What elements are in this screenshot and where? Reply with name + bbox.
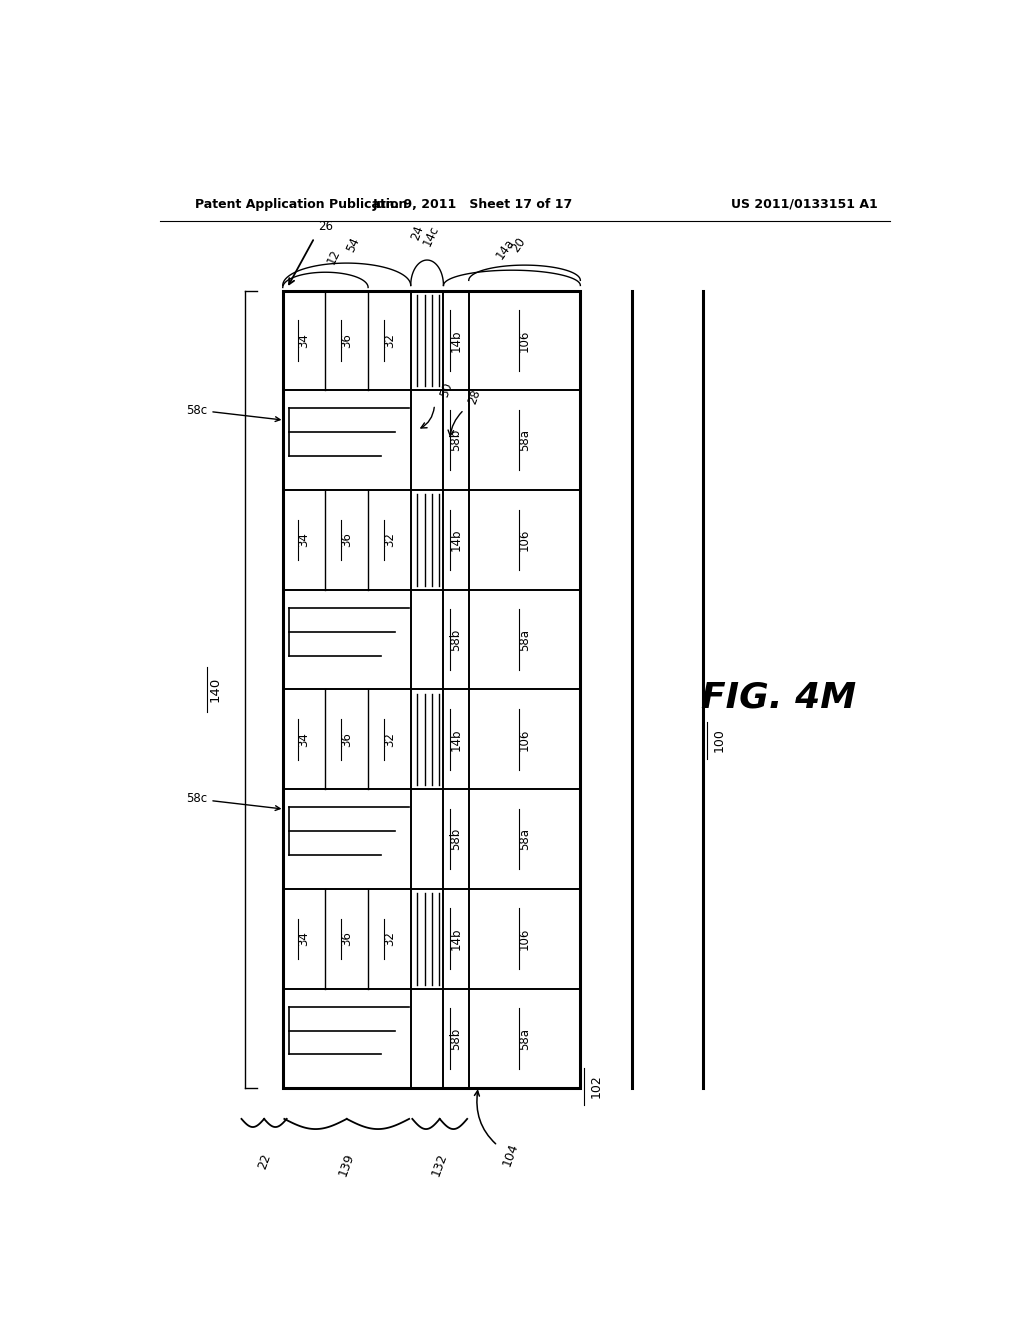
Text: 14b: 14b [450,729,463,751]
Text: 58a: 58a [518,429,531,451]
Text: 36: 36 [340,532,353,548]
Text: 58b: 58b [450,429,463,451]
Text: 139: 139 [337,1151,357,1177]
Text: 106: 106 [518,329,531,351]
Text: 58b: 58b [450,1027,463,1049]
Text: 32: 32 [383,532,396,548]
Text: 140: 140 [209,677,222,702]
Text: 102: 102 [590,1074,603,1098]
Text: 12: 12 [325,247,343,267]
Text: 58b: 58b [450,628,463,651]
Text: 14a: 14a [494,236,517,263]
Text: 14c: 14c [421,223,441,248]
Text: 36: 36 [340,932,353,946]
Text: 22: 22 [255,1151,273,1171]
Text: 36: 36 [340,333,353,348]
Text: 32: 32 [383,932,396,946]
Text: 132: 132 [430,1151,450,1177]
Text: 106: 106 [518,729,531,751]
Text: 32: 32 [383,333,396,348]
Text: US 2011/0133151 A1: US 2011/0133151 A1 [731,198,878,211]
Text: 20: 20 [509,235,528,255]
Text: FIG. 4M: FIG. 4M [701,680,856,714]
Text: 100: 100 [713,729,726,752]
Text: 58a: 58a [518,628,531,651]
Text: 28: 28 [466,387,483,405]
Bar [283,290,581,1089]
Text: Jun. 9, 2011   Sheet 17 of 17: Jun. 9, 2011 Sheet 17 of 17 [373,198,573,211]
Text: 58c: 58c [186,404,280,421]
Text: 58c: 58c [186,792,280,810]
Text: 26: 26 [317,219,333,232]
Text: 58a: 58a [518,1027,531,1049]
Text: 104: 104 [474,1090,521,1168]
Text: 58a: 58a [518,828,531,850]
Text: 14b: 14b [450,329,463,351]
Text: 32: 32 [383,731,396,747]
Text: 54: 54 [344,235,362,253]
Text: 36: 36 [340,731,353,747]
Text: 34: 34 [298,532,310,548]
Text: 14b: 14b [450,928,463,950]
Text: 34: 34 [298,932,310,946]
Text: 106: 106 [518,529,531,550]
Text: 106: 106 [518,928,531,950]
Text: 24: 24 [409,223,426,242]
Text: 50: 50 [437,381,455,400]
Text: 34: 34 [298,333,310,348]
Text: 58b: 58b [450,828,463,850]
Text: Patent Application Publication: Patent Application Publication [196,198,408,211]
Text: 14b: 14b [450,528,463,552]
Text: 34: 34 [298,731,310,747]
